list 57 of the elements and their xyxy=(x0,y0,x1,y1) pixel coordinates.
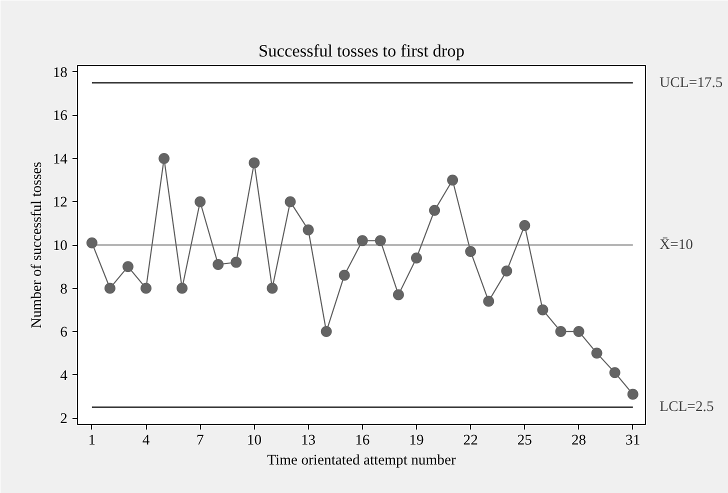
point xyxy=(410,252,422,264)
point xyxy=(158,153,170,164)
ref-line-label: LCL=2.5 xyxy=(660,399,714,416)
point xyxy=(266,282,278,294)
point xyxy=(140,282,152,294)
y-tick-label: 10 xyxy=(52,238,68,254)
x-tick-label: 16 xyxy=(355,432,370,448)
point xyxy=(356,235,368,246)
point xyxy=(338,270,350,281)
x-tick-label: 22 xyxy=(463,432,478,448)
point xyxy=(591,348,602,359)
point xyxy=(483,296,494,307)
point xyxy=(609,367,620,378)
x-tick-label: 19 xyxy=(409,432,424,448)
chart-title: Successful tosses to first drop xyxy=(258,42,465,60)
point xyxy=(465,246,476,257)
ref-line-label: X̄=10 xyxy=(660,237,694,253)
ref-line-label: UCL=17.5 xyxy=(660,74,723,91)
y-tick-label: 8 xyxy=(60,281,68,298)
x-tick-label: 31 xyxy=(626,432,640,448)
x-axis-title: Time orientated attempt number xyxy=(267,452,456,468)
x-tick-label: 10 xyxy=(246,432,262,448)
point xyxy=(302,224,314,236)
point xyxy=(501,265,512,276)
point xyxy=(104,282,116,294)
point xyxy=(194,196,206,208)
y-tick-label: 2 xyxy=(60,411,68,428)
point xyxy=(519,220,530,232)
y-tick-label: 18 xyxy=(52,64,68,81)
y-axis-title: Number of successful tosses xyxy=(28,161,45,328)
point xyxy=(627,388,638,400)
point xyxy=(374,235,386,246)
point xyxy=(122,261,134,272)
x-tick-label: 13 xyxy=(300,432,316,448)
x-tick-label: 25 xyxy=(517,432,532,448)
y-tick-label: 4 xyxy=(60,368,68,384)
x-tick-label: 7 xyxy=(196,432,204,448)
y-tick-label: 16 xyxy=(52,108,68,124)
point xyxy=(573,326,584,337)
point xyxy=(555,326,566,337)
point xyxy=(537,304,548,316)
point xyxy=(447,174,458,186)
y-tick-label: 14 xyxy=(52,151,68,168)
x-tick-label: 1 xyxy=(88,432,96,448)
point xyxy=(230,256,242,268)
point xyxy=(429,204,440,216)
y-tick-label: 6 xyxy=(60,324,68,341)
point xyxy=(320,326,332,337)
point xyxy=(392,289,404,300)
point xyxy=(284,196,296,208)
point xyxy=(212,258,224,270)
point xyxy=(176,282,188,294)
x-tick-label: 4 xyxy=(142,432,150,448)
y-tick-label: 12 xyxy=(52,194,68,211)
point xyxy=(248,157,260,168)
x-tick-label: 28 xyxy=(571,432,586,448)
point xyxy=(86,237,98,248)
